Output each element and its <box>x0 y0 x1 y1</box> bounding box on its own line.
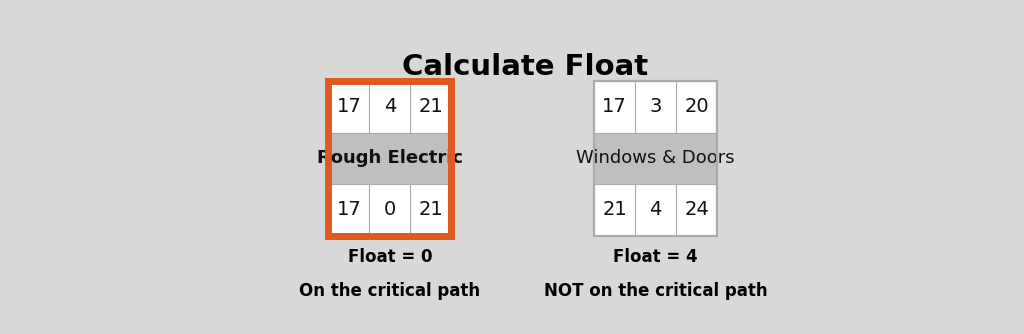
Text: 17: 17 <box>337 98 361 117</box>
Text: Float = 4: Float = 4 <box>613 248 698 267</box>
Text: 21: 21 <box>419 200 443 219</box>
Text: Rough Electric: Rough Electric <box>316 149 463 167</box>
Text: 17: 17 <box>602 98 627 117</box>
Text: 4: 4 <box>649 200 662 219</box>
Text: 24: 24 <box>684 200 710 219</box>
Text: Calculate Float: Calculate Float <box>401 53 648 81</box>
Text: 20: 20 <box>684 98 709 117</box>
Bar <box>329 133 452 184</box>
Text: 17: 17 <box>337 200 361 219</box>
Text: NOT on the critical path: NOT on the critical path <box>544 282 768 300</box>
Text: On the critical path: On the critical path <box>299 282 480 300</box>
Text: 0: 0 <box>384 200 396 219</box>
Bar <box>329 81 452 235</box>
Text: 3: 3 <box>649 98 662 117</box>
Text: 4: 4 <box>384 98 396 117</box>
Text: Float = 0: Float = 0 <box>347 248 432 267</box>
Bar <box>594 81 717 235</box>
Text: Windows & Doors: Windows & Doors <box>577 149 735 167</box>
Text: 21: 21 <box>419 98 443 117</box>
Bar <box>329 81 452 235</box>
Text: 21: 21 <box>602 200 627 219</box>
Bar <box>594 133 717 184</box>
Bar <box>594 81 717 235</box>
